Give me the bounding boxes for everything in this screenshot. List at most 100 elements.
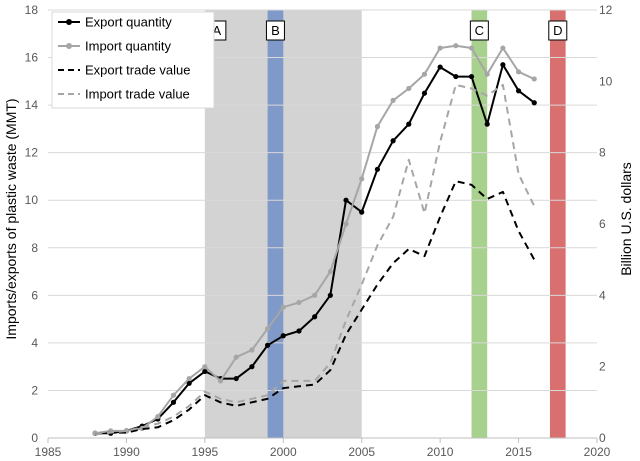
data-point-import-quantity <box>343 221 349 227</box>
data-point-export-quantity <box>484 121 490 127</box>
data-point-export-quantity <box>531 100 537 106</box>
legend: Export quantity Import quantity Export tra… <box>51 11 215 109</box>
y2-tick-label-12: 12 <box>599 3 613 17</box>
band-c <box>471 10 488 438</box>
y-tick-label-12: 12 <box>25 146 39 160</box>
data-point-export-quantity <box>312 314 318 320</box>
data-point-export-quantity <box>359 209 365 215</box>
data-point-import-quantity <box>249 347 255 353</box>
y-tick-label-4: 4 <box>31 336 38 350</box>
data-point-import-quantity <box>500 45 506 51</box>
x-tick-label-1985: 1985 <box>35 445 62 459</box>
band-label-a: A <box>213 23 222 38</box>
data-point-export-quantity <box>265 342 271 348</box>
legend-label-export-quantity: Export quantity <box>85 15 172 30</box>
data-point-import-quantity <box>359 176 365 182</box>
y2-tick-label-2: 2 <box>599 360 606 374</box>
shaded-bands <box>204 10 566 438</box>
data-point-import-quantity <box>374 123 380 130</box>
y-tick-label-0: 0 <box>31 431 38 445</box>
data-point-export-quantity <box>515 88 522 94</box>
data-point-export-quantity <box>390 138 396 144</box>
data-point-import-quantity <box>186 375 192 382</box>
y2-tick-label-4: 4 <box>599 288 606 302</box>
data-point-import-quantity <box>453 43 459 49</box>
data-point-import-quantity <box>390 97 396 103</box>
data-point-import-quantity <box>296 299 302 306</box>
band-label-box-c: C <box>469 20 489 41</box>
data-point-import-quantity <box>155 414 161 420</box>
data-point-import-quantity <box>468 45 475 51</box>
data-point-import-quantity <box>233 354 239 360</box>
data-point-import-quantity <box>515 69 522 75</box>
legend-marker-export-quantity <box>66 19 72 25</box>
gridlines <box>48 9 597 391</box>
band-label-frame-d <box>548 20 568 41</box>
legend-frame <box>51 11 215 109</box>
y2-tick-label-8: 8 <box>599 146 606 160</box>
y-tick-label-16: 16 <box>25 51 39 65</box>
data-point-import-quantity <box>327 268 333 275</box>
data-point-import-quantity <box>484 71 490 77</box>
band-b <box>267 10 284 438</box>
y-tick-label-6: 6 <box>31 288 38 302</box>
data-point-import-quantity <box>265 326 271 332</box>
data-point-export-quantity <box>453 73 459 80</box>
legend-label-export-trade-value: Export trade value <box>85 63 191 78</box>
data-point-import-quantity <box>406 85 412 92</box>
data-point-export-quantity <box>186 380 192 386</box>
data-point-export-quantity <box>249 364 255 370</box>
data-point-export-quantity <box>233 375 239 382</box>
data-point-export-quantity <box>296 328 302 334</box>
data-point-import-quantity <box>170 392 177 398</box>
data-point-import-quantity <box>202 364 208 370</box>
band-label-c: C <box>475 23 484 38</box>
y2-tick-label-10: 10 <box>599 74 613 88</box>
legend-label-import-quantity: Import quantity <box>85 39 171 54</box>
y-tick-label-2: 2 <box>31 383 38 397</box>
x-tick-label-2020: 2020 <box>584 445 611 459</box>
data-point-export-quantity <box>280 333 286 339</box>
data-point-export-quantity <box>374 166 380 172</box>
x-tick-label-2005: 2005 <box>348 445 375 459</box>
band-label-d: D <box>553 23 562 38</box>
data-point-export-quantity <box>421 90 428 96</box>
x-tick-label-2010: 2010 <box>427 445 454 459</box>
x-tick-label-1990: 1990 <box>113 445 140 459</box>
data-point-export-quantity <box>437 64 443 70</box>
legend-marker-import-quantity <box>66 43 72 49</box>
band-label-frame-c <box>469 20 489 41</box>
band-labels: A B C D <box>207 20 568 41</box>
band-label-box-d: D <box>548 20 568 41</box>
band-d <box>549 10 566 438</box>
data-point-export-quantity <box>343 197 349 203</box>
data-point-import-quantity <box>280 304 286 310</box>
x-tick-label-2015: 2015 <box>505 445 532 459</box>
series-line-import-trade-value <box>94 83 536 436</box>
x-tick-label-2000: 2000 <box>270 445 297 459</box>
y-tick-label-18: 18 <box>25 3 39 17</box>
y-tick-label-14: 14 <box>25 98 39 112</box>
y2-tick-label-6: 6 <box>599 217 606 231</box>
data-point-import-quantity <box>217 378 224 384</box>
band-label-b: B <box>271 23 280 38</box>
data-point-export-quantity <box>500 62 506 68</box>
series-line-export-trade-value <box>94 180 536 436</box>
axes: 1985 1990 1995 2000 2005 2010 2015 202002468101… <box>3 3 634 459</box>
y-axis-title: Imports/exports of plastic waste (MMT) <box>3 98 19 339</box>
legend-label-import-trade-value: Import trade value <box>85 87 190 102</box>
band-label-box-b: B <box>265 20 285 41</box>
y2-axis-title: Billion U.S. dollars <box>618 162 634 276</box>
data-point-import-quantity <box>312 292 318 298</box>
data-point-export-quantity <box>170 399 177 405</box>
band-label-frame-b <box>265 20 285 41</box>
data-point-export-quantity <box>468 73 475 80</box>
y-tick-label-10: 10 <box>25 193 39 207</box>
y2-tick-label-0: 0 <box>599 431 606 445</box>
data-point-import-quantity <box>437 45 443 51</box>
series-lines <box>92 43 537 436</box>
data-point-export-quantity <box>327 292 333 298</box>
y-tick-label-8: 8 <box>31 241 38 255</box>
data-point-import-quantity <box>531 76 537 82</box>
